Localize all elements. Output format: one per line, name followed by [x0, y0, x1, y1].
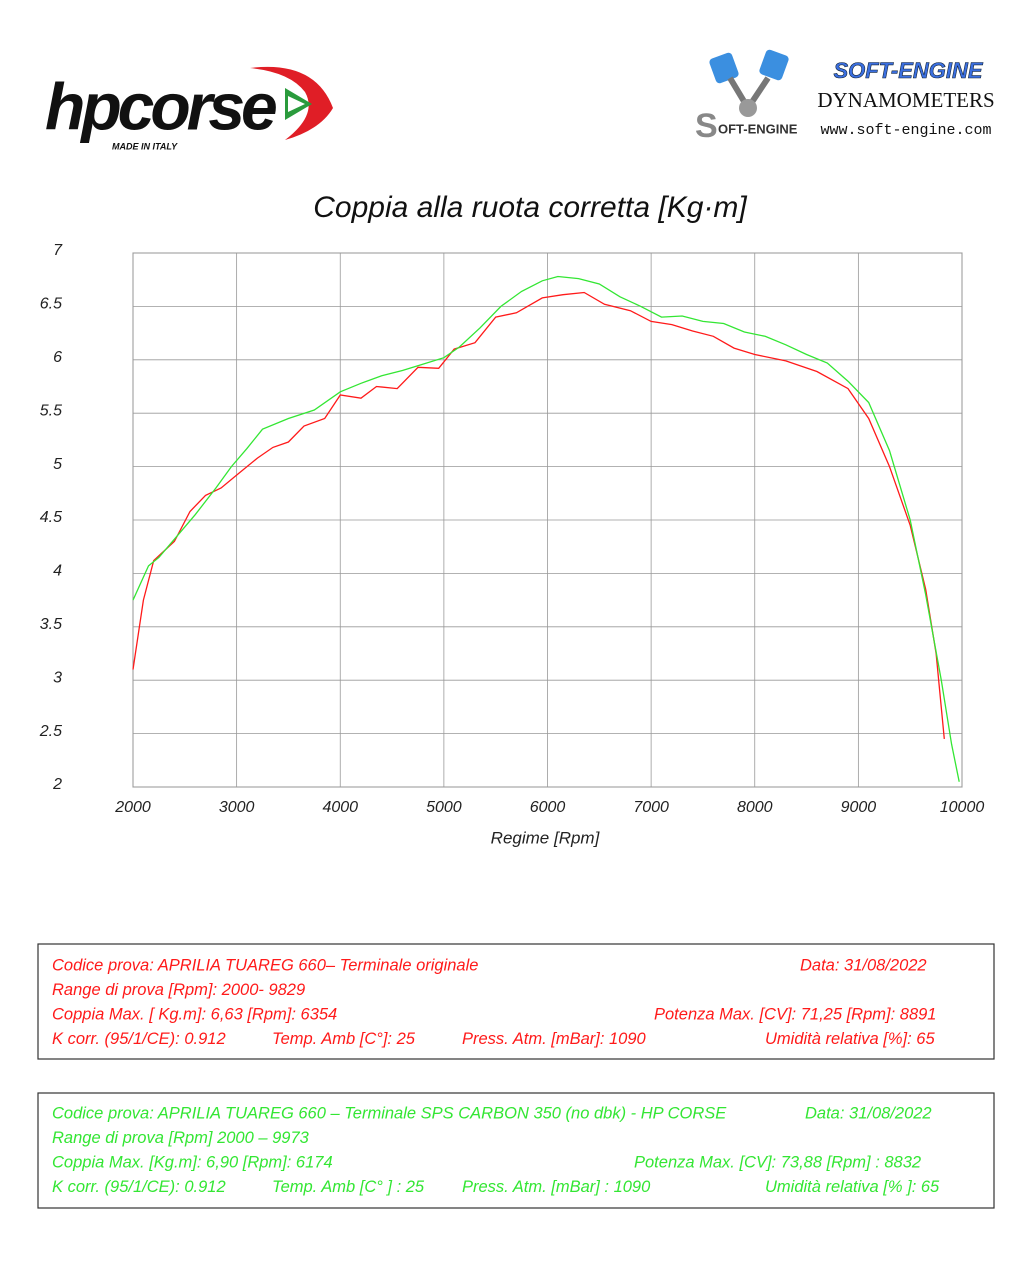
dyno-logo: OFT-ENGINE: [718, 121, 798, 136]
y-tick-label: 4: [53, 563, 62, 580]
info-text: Potenza Max. [CV]: 71,25 [Rpm]: 8891: [654, 1005, 936, 1023]
brand-logo: hpcorse: [45, 69, 276, 143]
torque-line: [132, 291, 945, 739]
y-tick-label: 2.5: [39, 723, 62, 740]
y-tick-label: 3: [53, 669, 62, 686]
info-text: Codice prova: APRILIA TUAREG 660– Termin…: [52, 956, 478, 974]
x-tick-label: 7000: [633, 799, 669, 816]
x-tick-label: 4000: [322, 799, 358, 816]
info-text: Press. Atm. [mBar] : 1090: [462, 1178, 651, 1196]
info-text: Coppia Max. [ Kg.m]: 6,63 [Rpm]: 6354: [52, 1005, 337, 1023]
x-tick-label: 2000: [114, 799, 151, 816]
piston-icon: [709, 49, 789, 117]
torque-line: [132, 275, 960, 782]
dyno-type: DYNAMOMETERS: [817, 88, 994, 112]
info-text: Range di prova [Rpm] 2000 – 9973: [52, 1129, 310, 1147]
info-text: Codice prova: APRILIA TUAREG 660 – Termi…: [52, 1104, 727, 1122]
info-text: Range di prova [Rpm]: 2000- 9829: [52, 981, 305, 999]
x-tick-label: 3000: [219, 799, 255, 816]
info-text: K corr. (95/1/CE): 0.912: [52, 1030, 226, 1048]
x-tick-label: 9000: [841, 799, 877, 816]
y-tick-label: 2: [52, 776, 62, 793]
info-box: [37, 943, 995, 1060]
info-text: Umidità relativa [%]: 65: [765, 1030, 935, 1048]
plot: 2 2.5 3 3.5 4 4.5 5 5.5 6 6.5 7 2000 3000 4000 5000 600…: [39, 242, 985, 816]
dyno-name: SOFT-ENGINE: [833, 58, 983, 83]
y-tick-label: 5: [53, 456, 62, 473]
y-tick-label: 4.5: [40, 509, 62, 526]
x-tick-label: 6000: [530, 799, 566, 816]
info-text: K corr. (95/1/CE): 0.912: [52, 1178, 226, 1196]
y-tick-label: 5.5: [40, 402, 62, 419]
info-text: Data: 31/08/2022: [805, 1104, 932, 1122]
x-tick-label: 8000: [737, 799, 773, 816]
dyno-url: www.soft-engine.com: [820, 122, 991, 139]
info-text: Temp. Amb [C° ] : 25: [272, 1178, 425, 1196]
y-tick-label: 3.5: [40, 616, 62, 633]
info-box: [37, 1092, 995, 1209]
info-text: Potenza Max. [CV]: 73,88 [Rpm] : 8832: [634, 1153, 921, 1171]
info-text: Press. Atm. [mBar]: 1090: [462, 1030, 647, 1048]
info-text: Umidità relativa [% ]: 65: [765, 1178, 940, 1196]
info: Codice prova: APRILIA TUAREG 660– Termin…: [52, 956, 940, 1196]
x-axis-label: Regime [Rpm]: [491, 828, 601, 847]
y-tick-label: 6.5: [40, 296, 62, 313]
logo-arrow-inner: [288, 96, 305, 112]
x-tick-label: 5000: [426, 799, 462, 816]
info-text: Data: 31/08/2022: [800, 956, 927, 974]
x-tick-label: 10000: [940, 799, 985, 816]
chart-title: Coppia alla ruota corretta [Kg·m]: [313, 191, 747, 224]
info-text: Coppia Max. [Kg.m]: 6,90 [Rpm]: 6174: [52, 1153, 333, 1171]
y-tick-label: 7: [53, 242, 63, 259]
y-tick-label: 6: [53, 349, 62, 366]
brand-tagline: MADE IN ITALY: [112, 141, 178, 151]
dyno-logo-s: S: [695, 107, 718, 145]
info-text: Temp. Amb [C°]: 25: [272, 1030, 416, 1048]
logo-swoosh: [250, 66, 333, 140]
